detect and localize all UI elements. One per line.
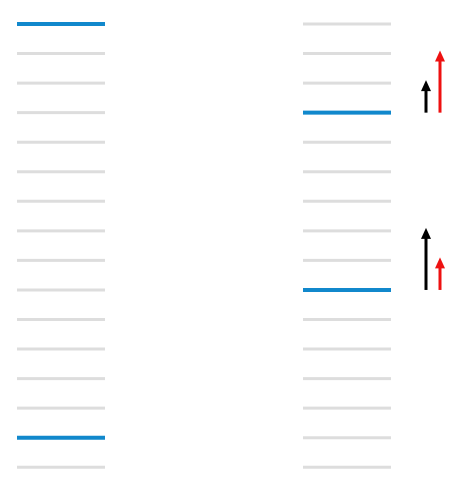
arrow-group-0 [421, 50, 445, 113]
arrow-group-1 [421, 227, 445, 290]
arrow-head [435, 50, 445, 62]
right-level-column [303, 22, 391, 469]
arrow-groups [421, 50, 445, 290]
arrow-head [435, 257, 445, 269]
black-arrow-0-0 [421, 80, 431, 113]
red-arrow-0-1 [435, 50, 445, 113]
arrow-head [421, 227, 431, 239]
black-arrow-1-0 [421, 227, 431, 290]
arrow-head [421, 80, 431, 92]
left-level-column [17, 22, 105, 469]
red-arrow-1-1 [435, 257, 445, 290]
